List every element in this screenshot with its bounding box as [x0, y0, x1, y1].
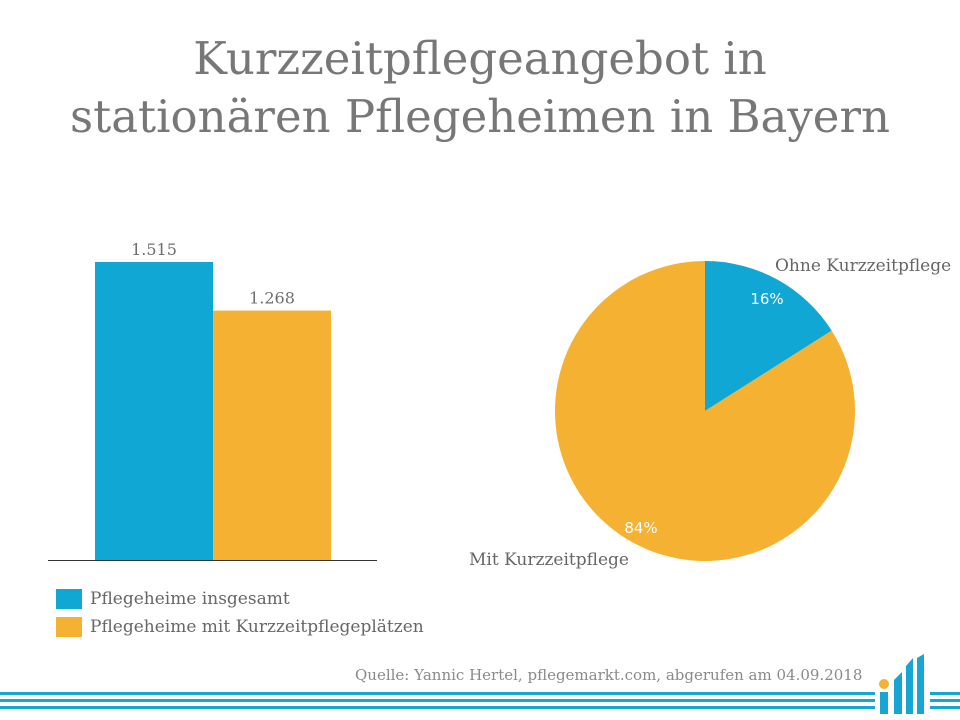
bar-legend: Pflegeheime insgesamt Pflegeheime mit Ku… — [56, 588, 424, 644]
footer-stripe — [0, 706, 875, 709]
footer-stripe — [0, 699, 875, 702]
legend-swatch-blue — [56, 589, 82, 609]
footer-stripe — [0, 692, 875, 695]
chart-title-line-1: Kurzzeitpflegeangebot in — [193, 32, 767, 85]
footer-stripe — [930, 706, 960, 709]
chart-canvas: 1.515 1.268 16% 84% Ohne Kurzzeitpflege Mit K… — [48, 240, 951, 570]
legend-swatch-orange — [56, 617, 82, 637]
pie-percent-label-2: 84% — [624, 519, 657, 537]
chart-title-line-2: stationären Pflegeheimen in Bayern — [70, 90, 890, 143]
bar-1 — [95, 262, 213, 560]
bar-2 — [213, 310, 331, 560]
legend-label-short-term: Pflegeheime mit Kurzzeitpflegeplätzen — [90, 617, 424, 637]
bar-value-label-2: 1.268 — [249, 289, 295, 308]
pie-percent-label-1: 16% — [750, 290, 783, 308]
pie-slice-1 — [705, 261, 832, 411]
bar-value-label-1: 1.515 — [131, 240, 177, 259]
source-note: Quelle: Yannic Hertel, pflegemarkt.com, … — [355, 666, 863, 684]
chart-title: Kurzzeitpflegeangebot in stationären Pfl… — [0, 30, 960, 146]
pie-slice-2 — [554, 261, 855, 561]
pie-category-label-1: Ohne Kurzzeitpflege — [775, 256, 951, 276]
legend-item-total: Pflegeheime insgesamt — [56, 588, 424, 610]
pflegemarkt-logo-icon — [879, 654, 924, 714]
pie-category-label-2: Mit Kurzzeitpflege — [469, 550, 629, 570]
legend-label-total: Pflegeheime insgesamt — [90, 589, 290, 609]
footer-stripe — [930, 699, 960, 702]
footer-stripe — [930, 692, 960, 695]
legend-item-short-term: Pflegeheime mit Kurzzeitpflegeplätzen — [56, 616, 424, 638]
